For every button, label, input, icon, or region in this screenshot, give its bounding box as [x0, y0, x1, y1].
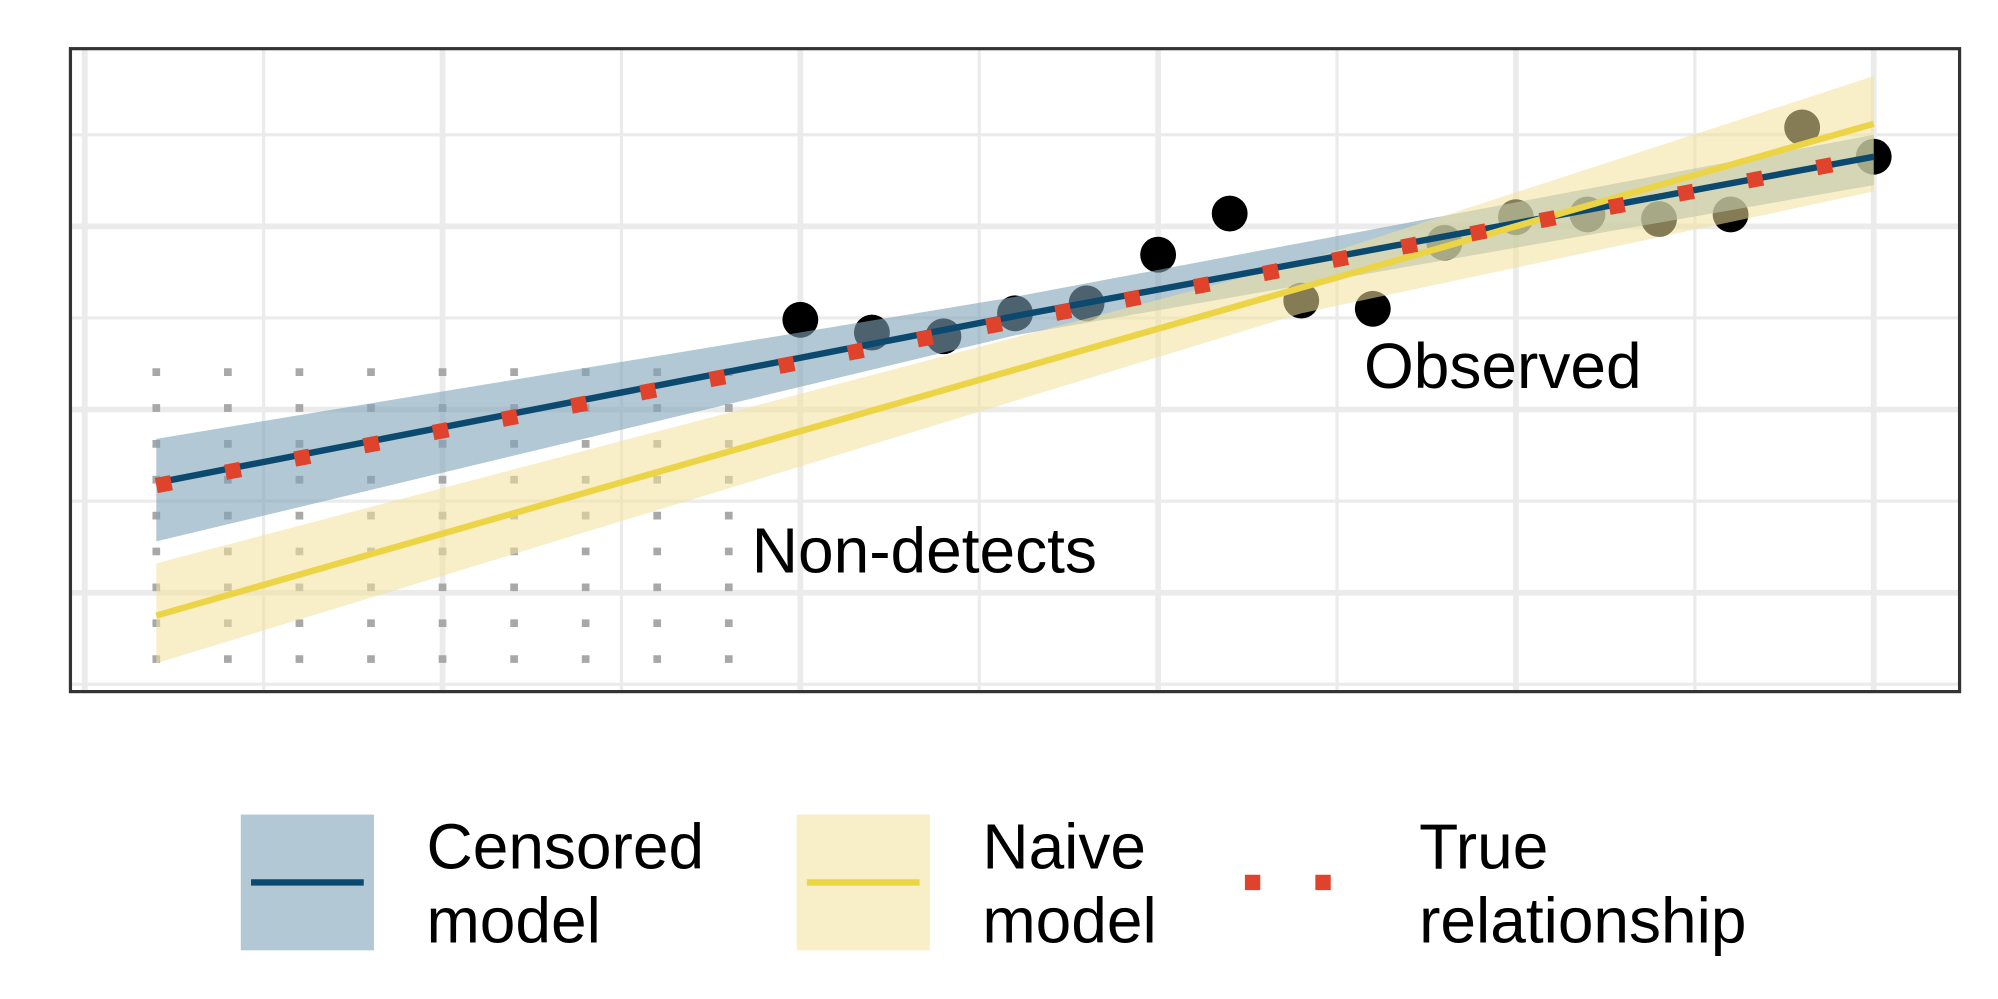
- plot-frame: [68, 47, 1962, 694]
- model-line: [155, 120, 1875, 619]
- legend-label: True relationship: [1419, 810, 1746, 956]
- legend-label: Naive model: [982, 810, 1163, 956]
- true-line: [154, 149, 1876, 494]
- observed-point: [782, 301, 819, 338]
- observed-point: [1211, 195, 1248, 232]
- legend-label: Censored model: [426, 810, 721, 956]
- annotation: Non-detects: [752, 515, 1097, 587]
- annotation: Observed: [1364, 330, 1642, 402]
- observed-point: [1140, 236, 1177, 273]
